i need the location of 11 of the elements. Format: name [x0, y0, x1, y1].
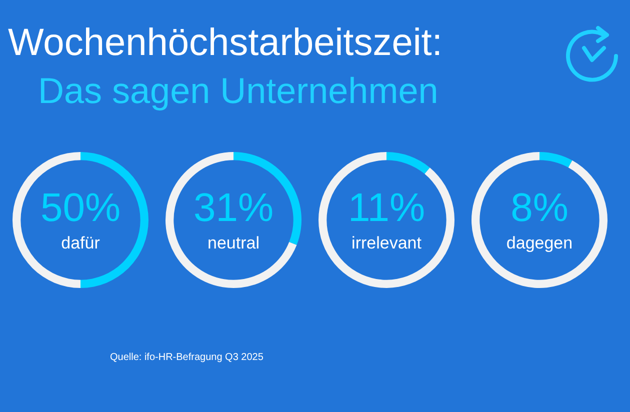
text: Das sagen Unternehmen	[38, 70, 438, 112]
slice-label: dagegen	[506, 234, 573, 253]
slice-label: dafür	[61, 234, 100, 253]
source-note: Quelle: ifo-HR-Befragung Q3 2025	[110, 352, 264, 363]
data-label: 11%	[348, 186, 426, 230]
data-label: 31%	[193, 186, 274, 230]
text: Wochenhöchstarbeitszeit:	[8, 22, 442, 65]
data-label: 50%	[40, 186, 121, 230]
slice-label: irrelevant	[352, 234, 422, 253]
slice-label: neutral	[208, 234, 260, 253]
data-label: 8%	[510, 186, 568, 230]
